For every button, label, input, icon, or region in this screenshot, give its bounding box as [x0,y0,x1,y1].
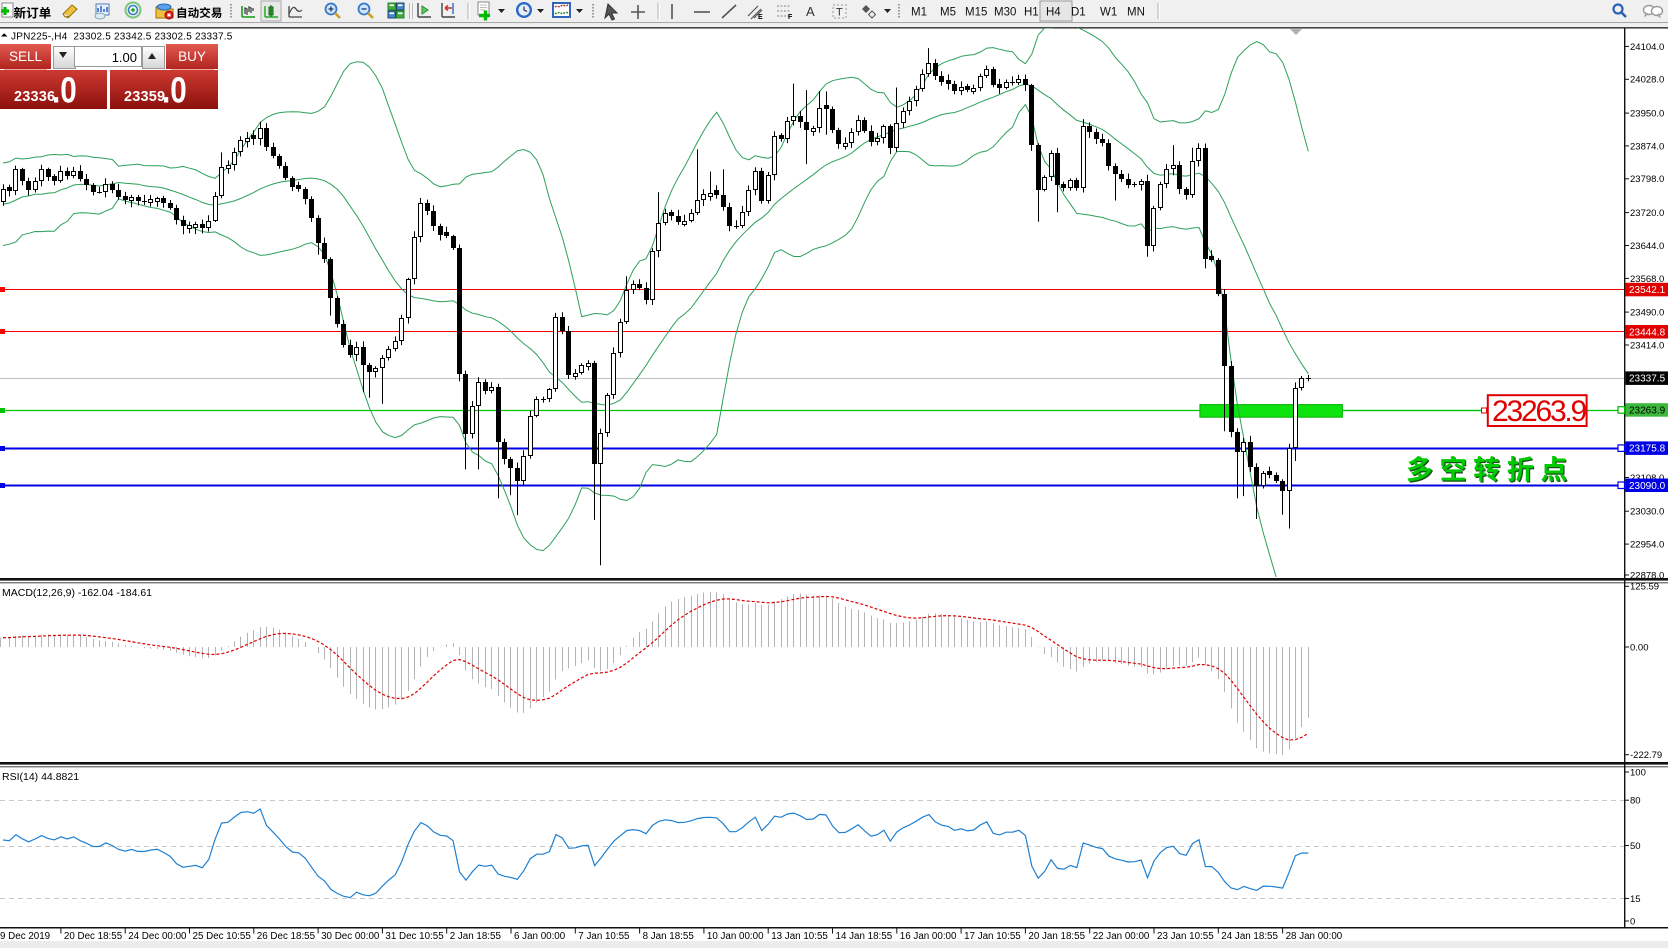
svg-text:9 Dec 2019: 9 Dec 2019 [0,931,50,942]
svg-text:A: A [806,4,815,19]
svg-text:26 Dec 18:55: 26 Dec 18:55 [257,931,316,942]
svg-text:22878.0: 22878.0 [1630,570,1664,581]
svg-text:14 Jan 18:55: 14 Jan 18:55 [836,931,893,942]
svg-text:23263.9: 23263.9 [1492,395,1587,428]
svg-text:F: F [788,14,793,21]
svg-text:28 Jan 00:00: 28 Jan 00:00 [1286,931,1343,942]
svg-text:-222.79: -222.79 [1630,750,1662,761]
svg-text:23874.0: 23874.0 [1630,141,1664,152]
svg-text:24028.0: 24028.0 [1630,75,1664,86]
svg-text:24 Jan 18:55: 24 Jan 18:55 [1221,931,1278,942]
svg-text:31 Dec 10:55: 31 Dec 10:55 [385,931,444,942]
svg-text:0: 0 [1630,916,1635,927]
svg-text:23542.1: 23542.1 [1629,285,1666,296]
svg-text:23 Jan 10:55: 23 Jan 10:55 [1157,931,1214,942]
svg-text:100: 100 [1630,767,1646,778]
svg-text:15: 15 [1630,894,1641,905]
svg-text:7 Jan 10:55: 7 Jan 10:55 [578,931,630,942]
svg-text:M1: M1 [911,7,927,19]
svg-text:MACD(12,26,9) -162.04 -184.61: MACD(12,26,9) -162.04 -184.61 [2,587,152,599]
svg-text:17 Jan 10:55: 17 Jan 10:55 [964,931,1021,942]
svg-text:23950.0: 23950.0 [1630,109,1664,120]
svg-text:24 Dec 00:00: 24 Dec 00:00 [128,931,187,942]
svg-text:23175.8: 23175.8 [1629,444,1666,455]
svg-text:24104.0: 24104.0 [1630,42,1664,53]
svg-text:25 Dec 10:55: 25 Dec 10:55 [193,931,252,942]
svg-text:10 Jan 00:00: 10 Jan 00:00 [707,931,764,942]
svg-text:125.59: 125.59 [1630,582,1659,593]
svg-text:23263.9: 23263.9 [1629,406,1666,417]
svg-text:M15: M15 [965,7,987,19]
svg-text:23030.0: 23030.0 [1630,507,1664,518]
svg-text:20 Jan 18:55: 20 Jan 18:55 [1028,931,1085,942]
svg-text:H1: H1 [1024,7,1039,19]
svg-text:80: 80 [1630,796,1641,807]
svg-text:22954.0: 22954.0 [1630,540,1664,551]
svg-text:MN: MN [1127,7,1145,19]
svg-text:23337.5: 23337.5 [1629,374,1666,385]
svg-text:23798.0: 23798.0 [1630,174,1664,185]
svg-text:H4: H4 [1046,7,1061,19]
svg-text:W1: W1 [1100,7,1117,19]
svg-text:D1: D1 [1071,7,1086,19]
svg-text:23108.0: 23108.0 [1630,473,1664,484]
svg-text:23090.0: 23090.0 [1629,481,1666,492]
svg-text:16 Jan 00:00: 16 Jan 00:00 [900,931,957,942]
svg-text:JPN225-,H4 23302.5 23342.5 23: JPN225-,H4 23302.5 23342.5 23302.5 23337… [11,32,233,43]
svg-text:30 Dec 00:00: 30 Dec 00:00 [321,931,380,942]
svg-text:2 Jan 18:55: 2 Jan 18:55 [450,931,502,942]
svg-text:20 Dec 18:55: 20 Dec 18:55 [64,931,123,942]
svg-text:23414.0: 23414.0 [1630,340,1664,351]
svg-text:23568.0: 23568.0 [1630,274,1664,285]
svg-text:23720.0: 23720.0 [1630,208,1664,219]
svg-text:23444.8: 23444.8 [1629,327,1666,338]
svg-text:M5: M5 [940,7,956,19]
svg-text:E: E [758,14,763,21]
svg-text:13 Jan 10:55: 13 Jan 10:55 [771,931,828,942]
svg-text:M30: M30 [994,7,1016,19]
svg-text:50: 50 [1630,841,1641,852]
svg-text:23490.0: 23490.0 [1630,308,1664,319]
svg-text:22 Jan 00:00: 22 Jan 00:00 [1093,931,1150,942]
svg-text:23644.0: 23644.0 [1630,241,1664,252]
svg-text:0.00: 0.00 [1630,642,1649,653]
svg-text:T: T [836,7,843,19]
svg-text:RSI(14) 44.8821: RSI(14) 44.8821 [2,771,79,783]
svg-text:8 Jan 18:55: 8 Jan 18:55 [643,931,695,942]
svg-text:6 Jan 00:00: 6 Jan 00:00 [514,931,566,942]
